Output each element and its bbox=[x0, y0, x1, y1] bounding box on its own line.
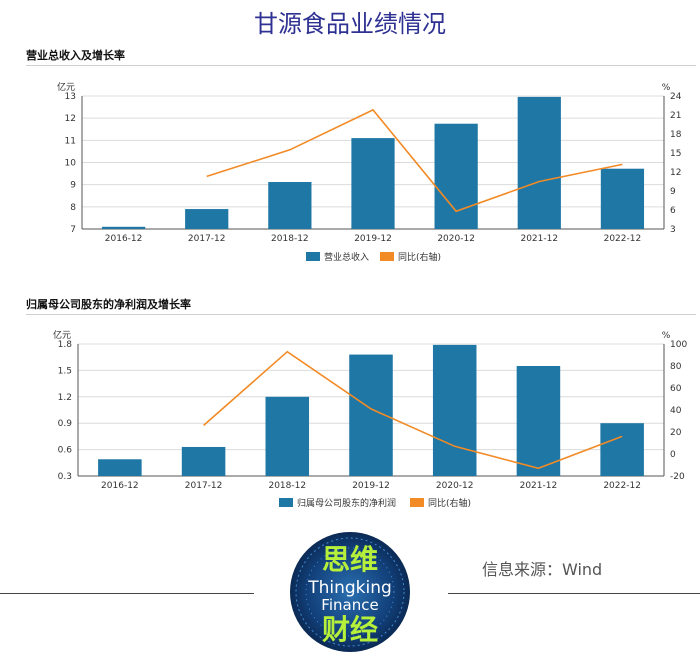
y2-tick-label: 12 bbox=[670, 168, 681, 178]
y2-tick-label: 20 bbox=[670, 428, 682, 438]
left-axis-unit: 亿元 bbox=[53, 329, 71, 341]
logo-text-2: Thingking bbox=[307, 578, 392, 598]
y-tick-label: 0.3 bbox=[58, 472, 72, 482]
y2-tick-label: 18 bbox=[670, 130, 682, 140]
y2-tick-label: 21 bbox=[670, 111, 681, 121]
y2-tick-label: 15 bbox=[670, 149, 681, 159]
y2-tick-label: 3 bbox=[670, 225, 676, 235]
chart2-title: 归属母公司股东的净利润及增长率 bbox=[26, 298, 191, 311]
chart1-title: 营业总收入及增长率 bbox=[26, 49, 125, 62]
y-tick-label: 1.2 bbox=[58, 393, 72, 403]
x-tick-label: 2018-12 bbox=[271, 234, 309, 244]
y-tick-label: 7 bbox=[70, 225, 76, 235]
x-tick-label: 2020-12 bbox=[437, 234, 475, 244]
footer-divider-right bbox=[448, 593, 700, 594]
legend-swatch-line bbox=[410, 498, 424, 507]
bar bbox=[265, 396, 310, 476]
left-axis-unit: 亿元 bbox=[57, 81, 75, 93]
chart1-divider bbox=[26, 65, 696, 66]
source-note: 信息来源：Wind bbox=[482, 560, 603, 579]
y-tick-label: 10 bbox=[65, 159, 77, 169]
bar bbox=[517, 96, 561, 230]
right-axis-unit: % bbox=[662, 331, 671, 341]
y2-tick-label: -20 bbox=[670, 472, 685, 482]
bar bbox=[98, 459, 142, 476]
legend-swatch-bar bbox=[279, 498, 293, 507]
bar bbox=[516, 366, 561, 476]
bar bbox=[268, 182, 312, 229]
bar bbox=[600, 423, 644, 476]
growth-line bbox=[203, 350, 623, 470]
legend-swatch-bar bbox=[306, 252, 320, 261]
x-tick-label: 2019-12 bbox=[352, 481, 390, 491]
y2-tick-label: 0 bbox=[670, 450, 676, 460]
logo-text-3: Finance bbox=[321, 596, 378, 614]
logo-text-1: 思维 bbox=[322, 543, 378, 576]
y-tick-label: 8 bbox=[70, 203, 76, 213]
net-profit-chart: 0.3 0.6 0.9 1.2 1.5 1.8 -20 0 20 40 60 80 100 亿元 % 2016… bbox=[53, 329, 687, 509]
bar bbox=[185, 209, 229, 229]
logo-text-4: 财经 bbox=[322, 613, 378, 646]
y-tick-label: 9 bbox=[70, 181, 76, 191]
y2-tick-label: 6 bbox=[670, 206, 676, 216]
x-tick-label: 2016-12 bbox=[101, 481, 139, 491]
legend-swatch-line bbox=[380, 252, 394, 261]
legend-label-bar: 归属母公司股东的净利润 bbox=[297, 497, 396, 509]
bar bbox=[432, 344, 477, 476]
right-axis-unit: % bbox=[662, 83, 671, 93]
x-tick-label: 2019-12 bbox=[354, 234, 392, 244]
growth-line bbox=[206, 108, 623, 213]
bar bbox=[351, 138, 395, 229]
y-tick-label: 0.9 bbox=[58, 419, 73, 429]
legend-label-bar: 营业总收入 bbox=[324, 251, 369, 263]
y-tick-label: 0.6 bbox=[58, 446, 73, 456]
bar bbox=[101, 226, 146, 229]
y-tick-label: 13 bbox=[65, 92, 76, 102]
y-tick-label: 12 bbox=[65, 114, 76, 124]
y-tick-label: 1.8 bbox=[58, 340, 73, 350]
y2-tick-label: 9 bbox=[670, 187, 676, 197]
y-tick-label: 1.5 bbox=[58, 366, 72, 376]
y2-tick-label: 24 bbox=[670, 92, 682, 102]
x-tick-label: 2020-12 bbox=[436, 481, 474, 491]
x-tick-label: 2022-12 bbox=[603, 481, 641, 491]
revenue-chart: 7 8 9 10 11 12 13 3 6 9 12 15 18 21 24 亿元 % 2016-12 2017-1… bbox=[57, 81, 682, 263]
chart2-divider bbox=[26, 314, 696, 315]
x-tick-label: 2021-12 bbox=[520, 481, 558, 491]
thinking-finance-logo: 思维 Thingking Finance 财经 bbox=[289, 531, 411, 653]
footer-divider-left bbox=[0, 593, 254, 594]
x-tick-label: 2017-12 bbox=[185, 481, 223, 491]
y2-tick-label: 40 bbox=[670, 406, 682, 416]
y2-tick-label: 100 bbox=[670, 340, 687, 350]
y-tick-label: 11 bbox=[65, 136, 76, 146]
bar bbox=[181, 446, 226, 476]
x-tick-label: 2021-12 bbox=[520, 234, 558, 244]
legend-label-line: 同比(右轴) bbox=[398, 251, 441, 263]
x-tick-label: 2017-12 bbox=[188, 234, 226, 244]
y2-tick-label: 60 bbox=[670, 384, 682, 394]
y2-tick-label: 80 bbox=[670, 362, 682, 372]
bar bbox=[600, 168, 645, 229]
page-title: 甘源食品业绩情况 bbox=[254, 10, 446, 38]
x-tick-label: 2016-12 bbox=[105, 234, 143, 244]
x-tick-label: 2022-12 bbox=[604, 234, 642, 244]
x-tick-label: 2018-12 bbox=[268, 481, 306, 491]
legend-label-line: 同比(右轴) bbox=[428, 497, 471, 509]
